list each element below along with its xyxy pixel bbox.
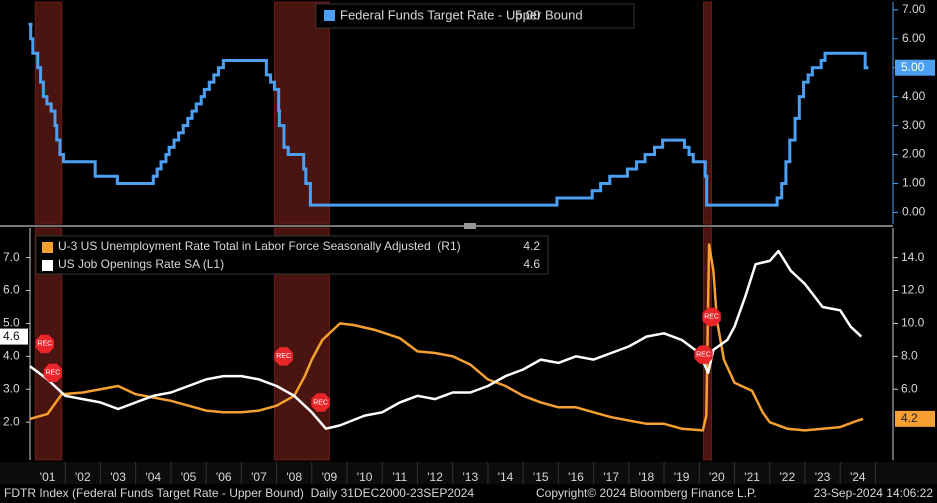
legend-box (35, 235, 549, 275)
rec-badge (311, 393, 330, 412)
y-tick-label: 5.0 (3, 316, 20, 330)
last-value-label: 4.6 (3, 329, 20, 343)
x-tick-label: '22 (780, 470, 796, 484)
x-tick-label: '18 (639, 470, 655, 484)
y-tick-label: 0.00 (902, 205, 926, 219)
last-value-label: 4.2 (901, 411, 918, 425)
rec-label: REC (704, 314, 719, 321)
last-value-tag (895, 59, 935, 76)
legend-label: U-3 US Unemployment Rate Total in Labor … (58, 239, 461, 253)
x-axis-band (0, 462, 937, 484)
rec-label: REC (37, 341, 52, 348)
legend-swatch (42, 242, 53, 253)
legend-value: 4.6 (523, 257, 540, 271)
y2-tick-label: 12.0 (901, 283, 925, 297)
footer-right: 23-Sep-2024 14:06:22 (814, 486, 934, 500)
last-value-tag (0, 328, 28, 345)
y-tick-label: 7.0 (3, 250, 20, 264)
rec-label: REC (696, 352, 711, 359)
recession-band (702, 1, 713, 225)
y2-tick-label: 14.0 (901, 250, 925, 264)
rec-badge (274, 347, 293, 366)
y-tick-label: 7.00 (902, 2, 926, 16)
legend-label: US Job Openings Rate SA (L1) (58, 257, 224, 271)
y-tick-label: 3.0 (3, 381, 20, 395)
recession-band (34, 1, 63, 225)
x-tick-label: '13 (462, 470, 478, 484)
rec-badge (694, 345, 713, 364)
legend-swatch (42, 260, 53, 271)
panel-handle (464, 223, 476, 229)
legend-box (315, 3, 635, 29)
x-tick-label: '17 (603, 470, 619, 484)
rec-badge (702, 307, 721, 327)
x-tick-label: '10 (357, 470, 373, 484)
x-tick-label: '20 (709, 470, 725, 484)
last-value-label: 5.00 (901, 60, 925, 74)
rec-badge (35, 334, 54, 354)
x-tick-label: '09 (322, 470, 338, 484)
y-tick-label: 4.00 (902, 89, 926, 103)
x-tick-label: '19 (674, 470, 690, 484)
legend-value: 5.00 (515, 7, 540, 22)
recession-band (273, 1, 330, 225)
y2-tick-label: 8.0 (901, 349, 918, 363)
x-tick-label: '24 (850, 470, 866, 484)
x-tick-label: '03 (110, 470, 126, 484)
footer-left: FDTR Index (Federal Funds Target Rate - … (4, 486, 474, 500)
x-tick-label: '08 (286, 470, 302, 484)
x-tick-label: '12 (427, 470, 443, 484)
y-tick-label: 2.00 (902, 147, 926, 161)
x-tick-label: '01 (40, 470, 56, 484)
x-tick-label: '14 (498, 470, 514, 484)
y-tick-label: 6.00 (902, 31, 926, 45)
x-tick-label: '06 (216, 470, 232, 484)
rec-badge (43, 363, 63, 382)
x-tick-label: '05 (181, 470, 197, 484)
y-tick-label: 1.00 (902, 176, 926, 190)
x-tick-label: '21 (744, 470, 760, 484)
rec-label: REC (46, 370, 61, 377)
rec-label: REC (276, 353, 291, 360)
y-tick-label: 2.0 (3, 414, 20, 428)
series-line (29, 243, 864, 432)
x-tick-label: '02 (75, 470, 91, 484)
x-tick-label: '16 (568, 470, 584, 484)
last-value-tag (895, 410, 935, 427)
step-line (28, 22, 869, 207)
x-tick-label: '23 (815, 470, 831, 484)
legend-label: Federal Funds Target Rate - Upper Bound (340, 7, 583, 22)
x-tick-label: '04 (145, 470, 161, 484)
y-tick-label: 6.0 (3, 283, 20, 297)
x-tick-label: '15 (533, 470, 549, 484)
legend-value: 4.2 (523, 239, 540, 253)
footer-center: Copyright© 2024 Bloomberg Finance L.P. (536, 486, 757, 500)
y-tick-label: 4.0 (3, 349, 20, 363)
y-tick-label: 3.00 (902, 118, 926, 132)
y2-tick-label: 6.0 (901, 381, 918, 395)
series-line (29, 249, 863, 430)
x-tick-label: '07 (251, 470, 267, 484)
y2-tick-label: 10.0 (901, 316, 925, 330)
rec-label: REC (313, 399, 328, 406)
x-tick-label: '11 (392, 470, 407, 484)
legend-swatch (324, 10, 335, 21)
